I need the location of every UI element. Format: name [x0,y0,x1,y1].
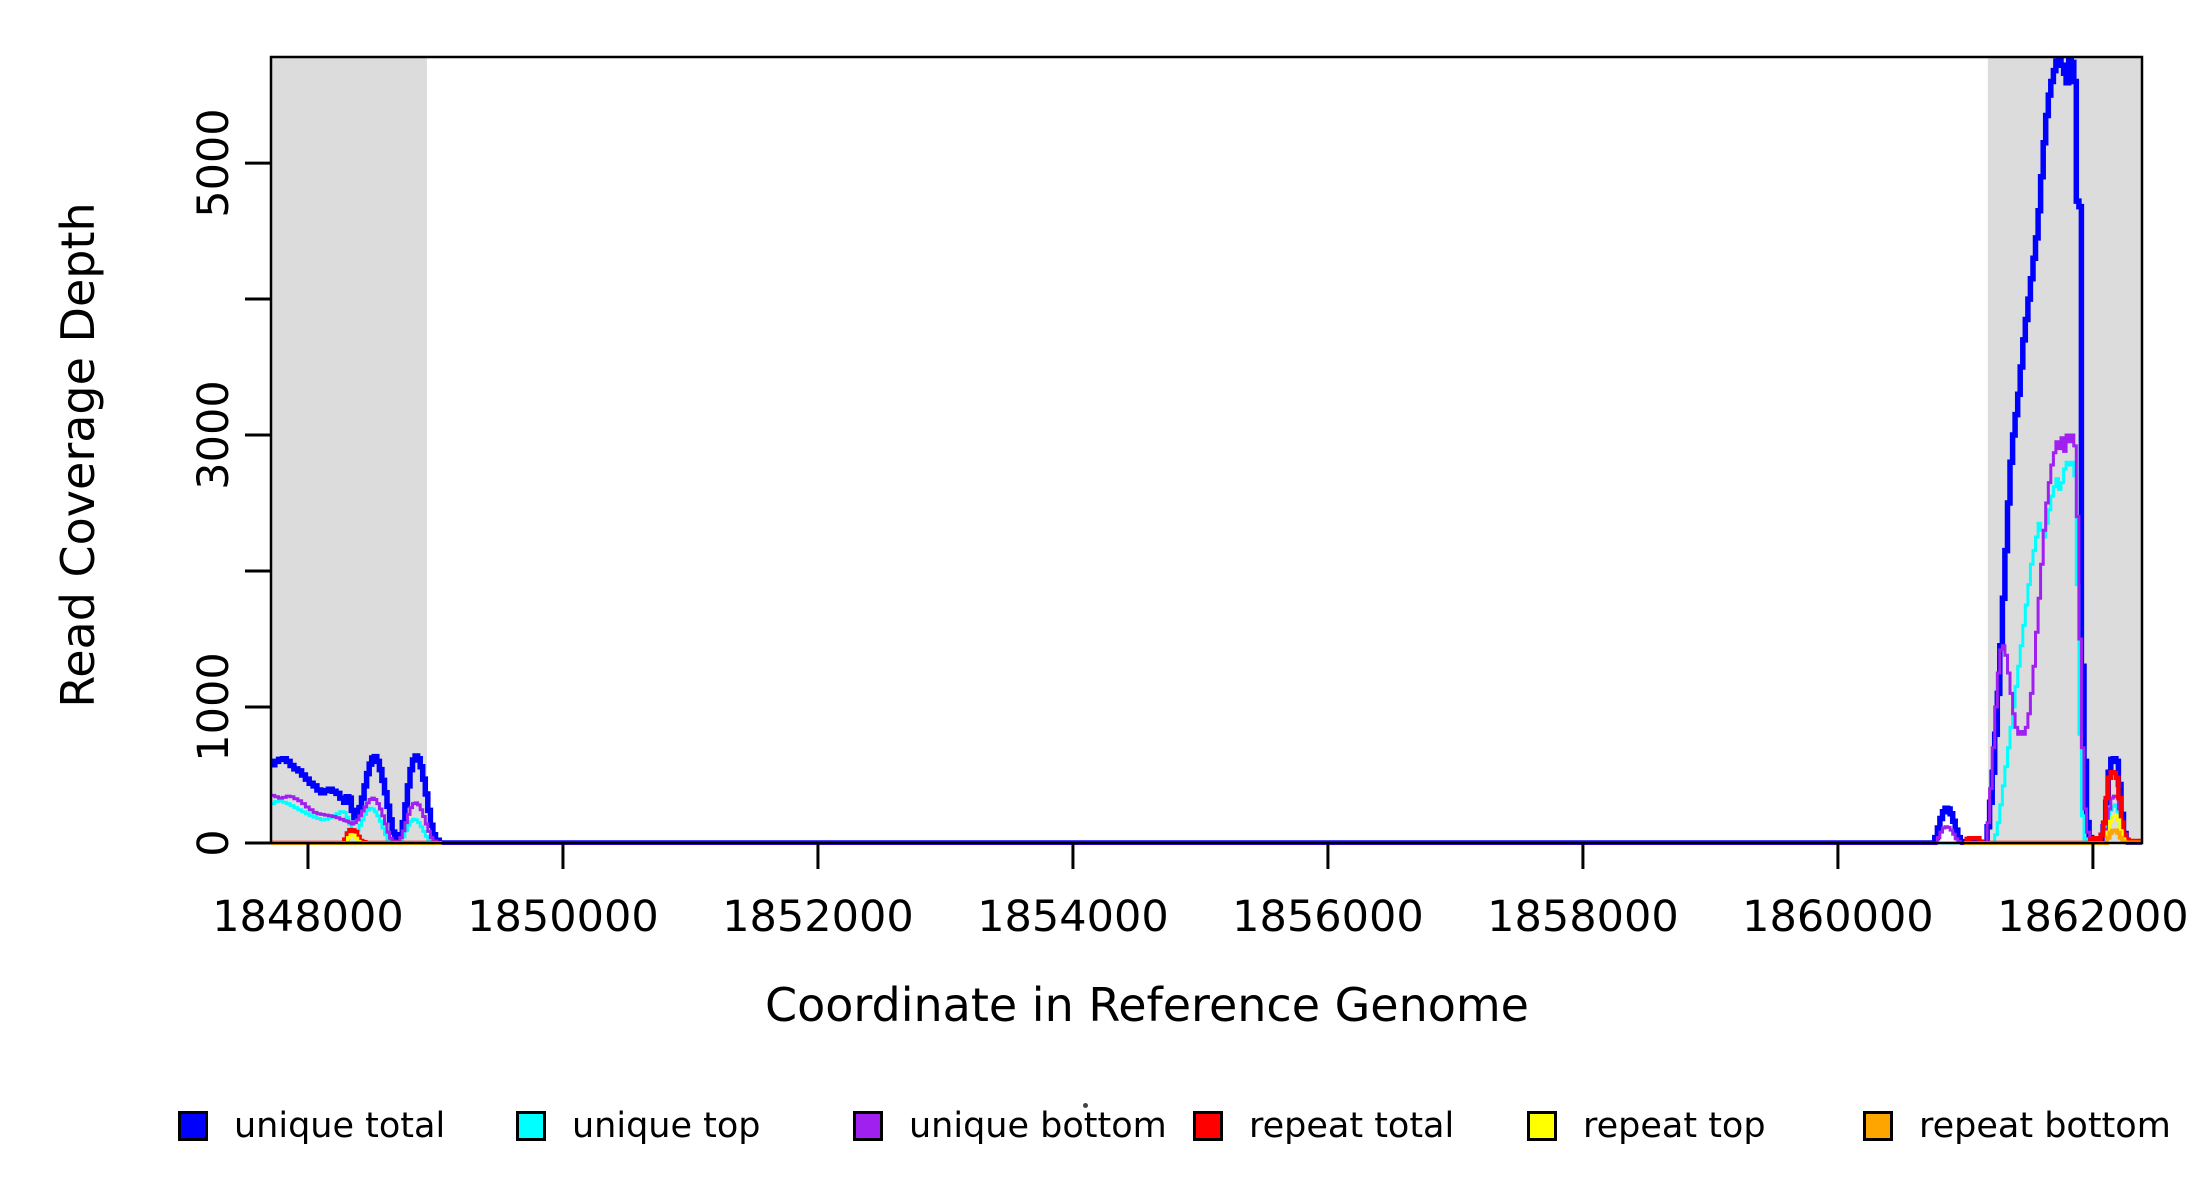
legend-swatch-icon [1863,1111,1893,1141]
y-tick-label: 3000 [189,380,239,489]
legend-label: repeat total [1249,1106,1455,1146]
stray-mark [1083,1103,1088,1108]
legend-label: unique bottom [909,1106,1167,1146]
legend-swatch-icon [1527,1111,1557,1141]
legend-entry-repeat-top: repeat top [1527,1096,1766,1156]
highlight-band [271,57,427,843]
series-repeat-bottom [1964,828,2143,845]
legend-swatch-icon [853,1111,883,1141]
legend-swatch-icon [516,1111,546,1141]
x-tick-label: 1856000 [1232,892,1424,942]
legend-swatch-icon [1193,1111,1223,1141]
legend: unique total unique top unique bottom repea… [0,1096,2200,1156]
x-tick-label: 1860000 [1742,892,1934,942]
legend-label: repeat top [1583,1106,1766,1146]
legend-entry-repeat-bottom: repeat bottom [1863,1096,2171,1156]
legend-entry-unique-bottom: unique bottom [853,1096,1167,1156]
series-unique-bottom [271,433,2142,845]
legend-entry-repeat-total: repeat total [1193,1096,1454,1156]
x-tick-label: 1852000 [722,892,914,942]
legend-entry-unique-total: unique total [178,1096,445,1156]
x-tick-label: 1850000 [467,892,659,942]
x-tick-label: 1848000 [212,892,404,942]
y-tick-label: 5000 [189,108,239,217]
x-tick-label: 1854000 [977,892,1169,942]
legend-label: unique top [572,1106,761,1146]
series-repeat-top [1964,814,2143,845]
legend-label: repeat bottom [1919,1106,2171,1146]
legend-entry-unique-top: unique top [516,1096,761,1156]
y-axis-title: Read Coverage Depth [51,202,105,708]
legend-swatch-icon [178,1111,208,1141]
plot-border [269,55,2144,845]
x-tick-label: 1862000 [1997,892,2189,942]
y-tick-label: 1000 [189,652,239,761]
series-group [271,57,2143,845]
x-axis-title: Coordinate in Reference Genome [765,978,1529,1032]
y-tick-label: 0 [189,829,239,856]
series-unique-total [271,57,2142,845]
series-unique-top [271,460,2142,845]
x-tick-label: 1858000 [1487,892,1679,942]
legend-label: unique total [234,1106,446,1146]
